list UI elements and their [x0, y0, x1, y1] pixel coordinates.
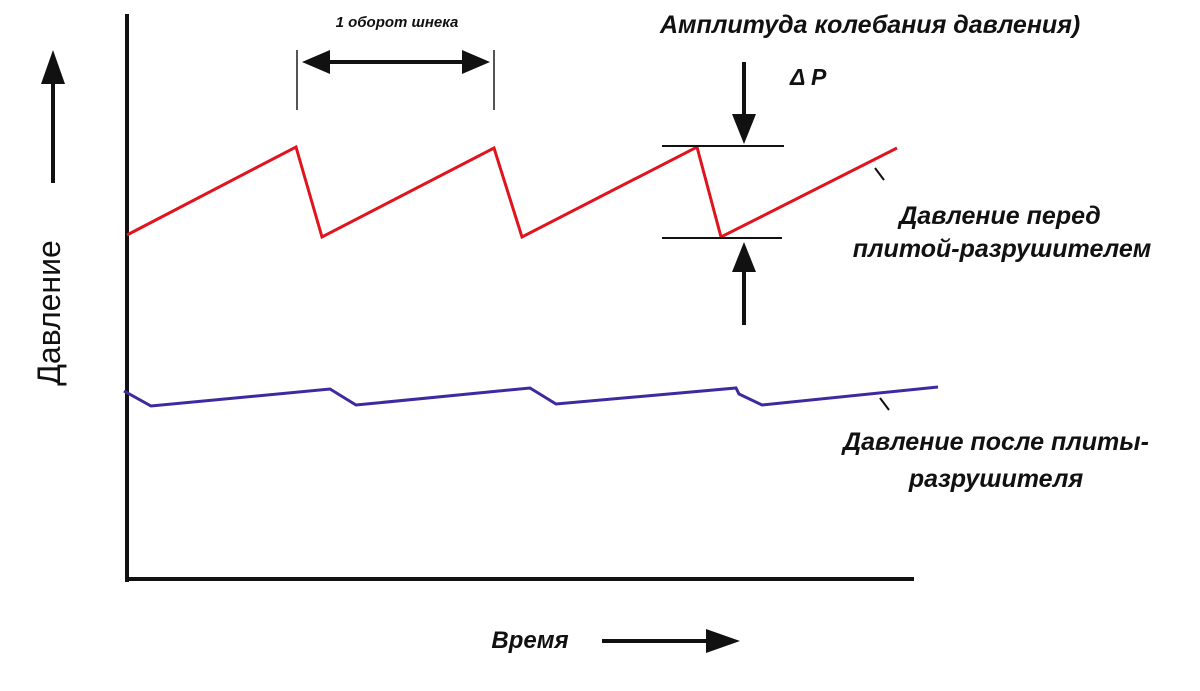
screw-turn-dimension: [296, 50, 495, 110]
after-plate-label-line1: Давление после плиты-: [841, 428, 1149, 456]
amplitude-label: Амплитуда колебания давления): [659, 11, 1080, 39]
amplitude-dimension: [662, 62, 784, 325]
x-axis-label: Время: [491, 627, 568, 654]
pressure-before-plate-series: [126, 144, 898, 240]
after-plate-label-line2: разрушителя: [908, 465, 1084, 493]
y-axis-label: Давление: [31, 240, 67, 386]
before-plate-label-line2: плитой-разрушителем: [853, 235, 1152, 263]
pressure-after-plate-series: [123, 385, 939, 408]
after-plate-leader: [879, 397, 890, 411]
screw-turn-label: 1 оборот шнека: [336, 14, 459, 31]
before-plate-leader: [874, 167, 885, 181]
before-plate-label-line1: Давление перед: [897, 202, 1101, 230]
x-direction-arrow: [602, 629, 740, 653]
y-direction-arrow: [41, 50, 65, 183]
delta-p-label: Δ P: [789, 64, 827, 90]
